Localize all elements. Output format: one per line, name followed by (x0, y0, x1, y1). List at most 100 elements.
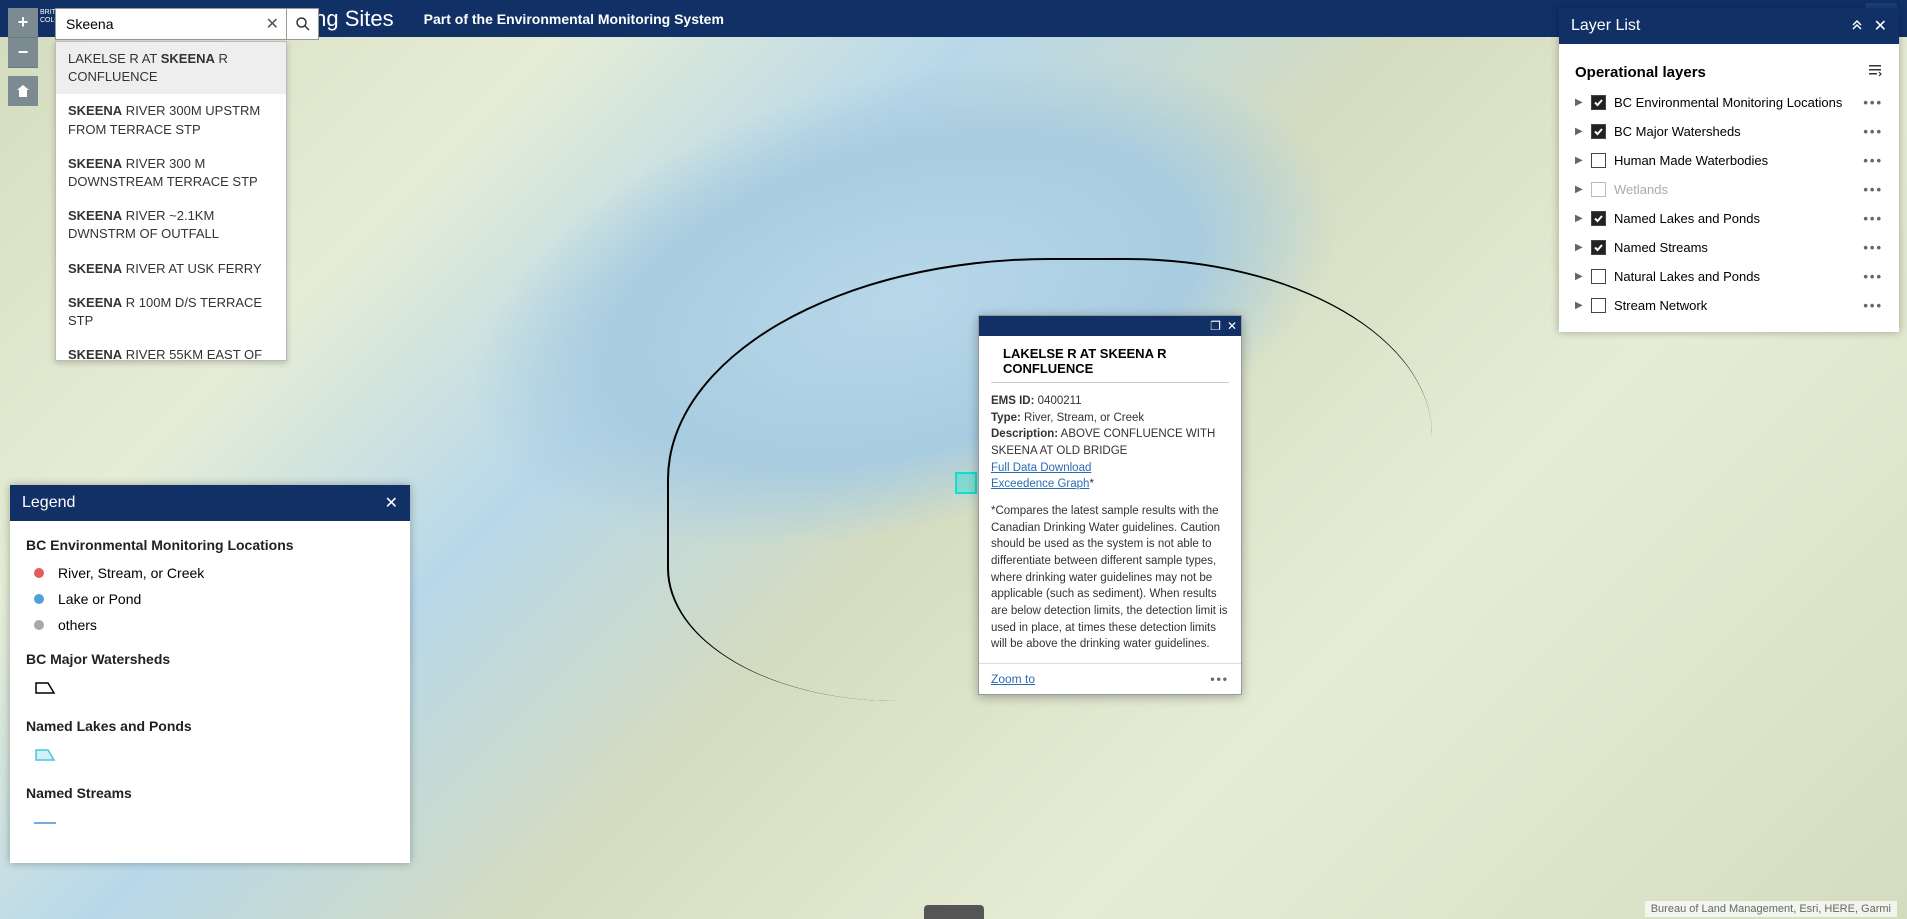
layer-row: ▶ Named Streams ••• (1565, 233, 1893, 262)
layer-options-button[interactable]: ••• (1863, 240, 1883, 255)
legend-symbol (34, 568, 44, 578)
layer-row: ▶ BC Major Watersheds ••• (1565, 117, 1893, 146)
popup-close-button[interactable]: ✕ (1227, 319, 1237, 333)
attribute-table-toggle[interactable] (924, 905, 984, 919)
popup-type-value: River, Stream, or Creek (1024, 412, 1144, 424)
layer-row: ▶ Wetlands ••• (1565, 175, 1893, 204)
legend-close-button[interactable]: ✕ (385, 493, 398, 513)
search-suggestion-item[interactable]: SKEENA RIVER AT USK FERRY (56, 252, 286, 286)
popup-download-link[interactable]: Full Data Download (991, 462, 1091, 474)
legend-item: River, Stream, or Creek (26, 565, 394, 581)
search-suggestions-list: LAKELSE R AT SKEENA R CONFLUENCESKEENA R… (55, 41, 287, 361)
feature-popup: ❐ ✕ LAKELSE R AT SKEENA R CONFLUENCE EMS… (978, 315, 1242, 695)
popup-maximize-button[interactable]: ❐ (1210, 319, 1221, 333)
legend-section-title: Named Lakes and Ponds (26, 718, 394, 734)
legend-item: others (26, 617, 394, 633)
legend-section-title: BC Major Watersheds (26, 651, 394, 667)
layer-list-title: Layer List (1571, 17, 1640, 35)
layer-options-button[interactable]: ••• (1863, 153, 1883, 168)
layer-label: Named Lakes and Ponds (1614, 211, 1855, 226)
layer-options-button[interactable]: ••• (1863, 182, 1883, 197)
layer-label: Human Made Waterbodies (1614, 153, 1855, 168)
legend-item (26, 679, 394, 700)
search-suggestion-item[interactable]: SKEENA RIVER ~2.1KM DWNSTRM OF OUTFALL (56, 199, 286, 251)
popup-title: LAKELSE R AT SKEENA R CONFLUENCE (991, 336, 1229, 383)
layer-checkbox[interactable] (1591, 240, 1606, 255)
popup-type-label: Type: (991, 412, 1021, 424)
layer-label: Wetlands (1614, 182, 1855, 197)
layer-expand-button[interactable]: ▶ (1575, 126, 1583, 137)
home-extent-button[interactable] (8, 76, 38, 106)
layer-checkbox[interactable] (1591, 211, 1606, 226)
legend-symbol (34, 679, 56, 700)
search-clear-button[interactable]: ✕ (266, 14, 279, 34)
zoom-out-button[interactable]: − (8, 38, 38, 68)
layer-row: ▶ Natural Lakes and Ponds ••• (1565, 262, 1893, 291)
popup-actions-menu[interactable]: ••• (1210, 672, 1229, 686)
app-subtitle: Part of the Environmental Monitoring Sys… (424, 11, 724, 27)
layer-label: BC Environmental Monitoring Locations (1614, 95, 1855, 110)
layer-options-button[interactable]: ••• (1863, 95, 1883, 110)
legend-symbol (34, 813, 56, 829)
popup-exceedence-link[interactable]: Exceedence Graph (991, 478, 1089, 490)
selected-feature-marker[interactable] (955, 472, 977, 494)
layer-row: ▶ Named Lakes and Ponds ••• (1565, 204, 1893, 233)
layer-label: Natural Lakes and Ponds (1614, 269, 1855, 284)
layer-expand-button[interactable]: ▶ (1575, 300, 1583, 311)
layer-checkbox (1591, 182, 1606, 197)
popup-disclaimer: *Compares the latest sample results with… (991, 503, 1229, 653)
layer-options-button[interactable]: ••• (1863, 298, 1883, 313)
legend-symbol (34, 594, 44, 604)
layer-row: ▶ BC Environmental Monitoring Locations ••… (1565, 88, 1893, 117)
legend-section-title: BC Environmental Monitoring Locations (26, 537, 394, 553)
search-widget: ✕ (55, 8, 319, 40)
layer-expand-button[interactable]: ▶ (1575, 97, 1583, 108)
layer-list-panel: Layer List ✕ Operational layers ▶BC Envi… (1559, 8, 1899, 332)
search-suggestion-item[interactable]: SKEENA R 100M D/S TERRACE STP (56, 286, 286, 338)
layer-label: Stream Network (1614, 298, 1855, 313)
layer-label: Named Streams (1614, 240, 1855, 255)
layer-checkbox[interactable] (1591, 298, 1606, 313)
legend-title: Legend (22, 494, 75, 512)
popup-desc-label: Description: (991, 428, 1058, 440)
popup-emsid-value: 0400211 (1038, 395, 1082, 407)
search-input[interactable] (55, 8, 287, 40)
layer-checkbox[interactable] (1591, 153, 1606, 168)
legend-item (26, 746, 394, 767)
zoom-in-button[interactable]: + (8, 8, 38, 38)
search-submit-button[interactable] (287, 8, 319, 40)
legend-item-label: others (58, 617, 97, 633)
popup-zoom-to-link[interactable]: Zoom to (991, 672, 1035, 686)
map-attribution: Bureau of Land Management, Esri, HERE, G… (1645, 901, 1897, 917)
layer-options-button[interactable]: ••• (1863, 124, 1883, 139)
layer-expand-button[interactable]: ▶ (1575, 155, 1583, 166)
layer-expand-button[interactable]: ▶ (1575, 213, 1583, 224)
layer-label: BC Major Watersheds (1614, 124, 1855, 139)
popup-emsid-label: EMS ID: (991, 395, 1034, 407)
legend-panel: Legend ✕ BC Environmental Monitoring Loc… (10, 485, 410, 863)
search-suggestion-item[interactable]: LAKELSE R AT SKEENA R CONFLUENCE (56, 42, 286, 94)
legend-item: Lake or Pond (26, 591, 394, 607)
legend-item (26, 813, 394, 829)
layer-row: ▶ Human Made Waterbodies ••• (1565, 146, 1893, 175)
search-suggestion-item[interactable]: SKEENA RIVER 55KM EAST OF TERRACE (56, 338, 286, 361)
legend-item-label: River, Stream, or Creek (58, 565, 204, 581)
layer-list-close-button[interactable]: ✕ (1874, 16, 1887, 36)
layer-expand-button[interactable]: ▶ (1575, 184, 1583, 195)
layer-list-collapse-button[interactable] (1850, 16, 1864, 36)
layer-row: ▶ Stream Network ••• (1565, 291, 1893, 320)
layer-expand-button[interactable]: ▶ (1575, 271, 1583, 282)
legend-symbol (34, 746, 56, 767)
layer-options-button[interactable]: ••• (1863, 269, 1883, 284)
layer-list-options-button[interactable] (1867, 62, 1883, 82)
legend-section-title: Named Streams (26, 785, 394, 801)
search-suggestion-item[interactable]: SKEENA RIVER 300M UPSTRM FROM TERRACE ST… (56, 94, 286, 146)
layer-checkbox[interactable] (1591, 95, 1606, 110)
layer-expand-button[interactable]: ▶ (1575, 242, 1583, 253)
legend-item-label: Lake or Pond (58, 591, 141, 607)
search-suggestion-item[interactable]: SKEENA RIVER 300 M DOWNSTREAM TERRACE ST… (56, 147, 286, 199)
legend-symbol (34, 620, 44, 630)
layer-checkbox[interactable] (1591, 269, 1606, 284)
layer-checkbox[interactable] (1591, 124, 1606, 139)
layer-options-button[interactable]: ••• (1863, 211, 1883, 226)
